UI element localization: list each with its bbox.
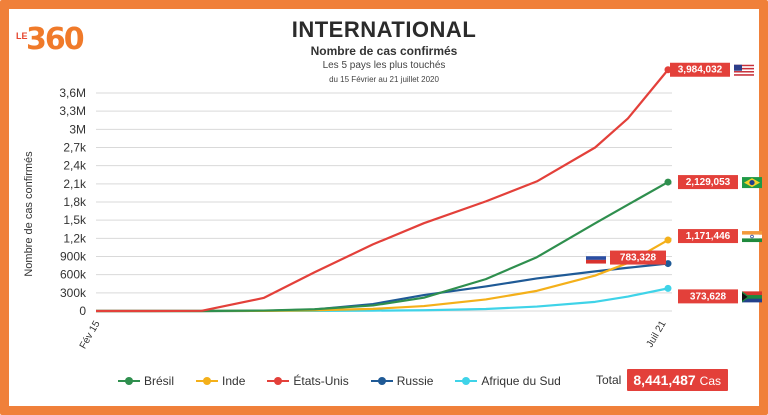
legend-label: Brésil [144,374,175,388]
brand-number: 360 [26,22,85,57]
end-label-box [678,289,738,304]
y-tick-label: 900k [60,250,87,264]
legend-marker [118,377,140,385]
end-label-box [678,175,738,190]
legend-item-brazil: Brésil [118,374,174,388]
brand-logo: LE 360 [16,22,85,57]
legend-marker [455,377,478,385]
end-label-box [610,250,666,265]
end-labels: 373,628 783,328 1,171,446 2,129,053 3,984,03… [585,62,762,304]
end-label-india: 1,171,446 [678,229,762,244]
legend-item-india: Inde [196,374,245,388]
legend-label: Afrique du Sud [481,374,561,388]
russia-flag-icon [585,252,607,264]
page-title: INTERNATIONAL [291,17,477,42]
total-value: 8,441,487 [633,372,696,388]
end-point [664,236,672,244]
legend-marker [267,377,290,385]
legend-item-south-africa: Afrique du Sud [455,374,561,388]
end-label-usa: 3,984,032 [670,62,754,77]
total-unit: Cas [699,374,721,388]
total-badge: 8,441,487 Cas [627,369,728,391]
y-tick-label: 300k [60,286,87,300]
legend-label: États-Unis [293,374,349,388]
end-point [664,178,672,186]
end-label-text: 3,984,032 [678,65,723,76]
legend-marker [370,377,393,385]
end-label-brazil: 2,129,053 [678,175,762,190]
legend-marker [196,377,219,385]
end-label-south-africa: 373,628 [678,289,762,304]
series-line-usa [95,69,669,313]
end-point [664,66,672,74]
x-tick-label: Fév 15 [78,319,103,351]
legend: Brésil Inde États-Unis Russie Afrique du Sud [118,372,583,390]
series-line-india [96,239,669,313]
end-label-box [678,229,738,244]
usa-flag-icon [734,64,754,76]
series-line-brazil [95,181,669,313]
series-lines [95,66,672,313]
end-label-text: 373,628 [690,291,727,302]
y-tick-label: 3,3M [59,104,86,118]
legend-item-russia: Russie [370,374,434,388]
total-label: Total [596,373,622,387]
y-tick-label: 0 [79,304,86,318]
x-tick-label: Juil 21 [645,319,669,350]
y-tick-label: 1,2k [63,231,87,245]
y-tick-label: 3M [69,122,86,136]
chart-period: du 15 Février au 21 juillet 2020 [329,75,439,84]
y-axis-ticks: 0 300k 600k 900k 1,2k 1,5k 1,8k 2,1k 2,4k 2,7k 3M 3… [59,86,87,318]
legend-label: Inde [222,374,246,388]
end-point [664,260,672,268]
chart-subtitle: Nombre de cas confirmés [310,44,458,58]
end-label-text: 2,129,053 [686,177,731,188]
brand-prefix: LE [16,31,28,41]
chart-caption: Les 5 pays les plus touchés [322,60,446,71]
end-label-text: 1,171,446 [686,231,731,242]
legend-item-usa: États-Unis [267,374,349,388]
y-tick-label: 2,7k [63,141,87,155]
end-label-text: 783,328 [620,253,657,264]
y-tick-label: 1,8k [63,195,87,209]
y-axis-label: Nombre de cas confirmés [23,151,35,277]
south-africa-flag-icon [742,291,762,303]
y-tick-label: 600k [60,268,87,282]
y-tick-label: 2,4k [63,159,87,173]
y-tick-label: 2,1k [63,177,87,191]
end-label-russia: 783,328 [585,250,666,265]
end-point [664,284,672,292]
x-axis-ticks: Fév 15 Juil 21 [78,319,669,351]
end-label-box [670,62,730,77]
y-tick-label: 3,6M [59,86,86,100]
legend-label: Russie [396,374,434,388]
total-box: Total 8,441,487 Cas [596,369,728,391]
india-flag-icon [742,231,762,243]
brazil-flag-icon [742,177,762,189]
y-tick-label: 1,5k [63,213,87,227]
